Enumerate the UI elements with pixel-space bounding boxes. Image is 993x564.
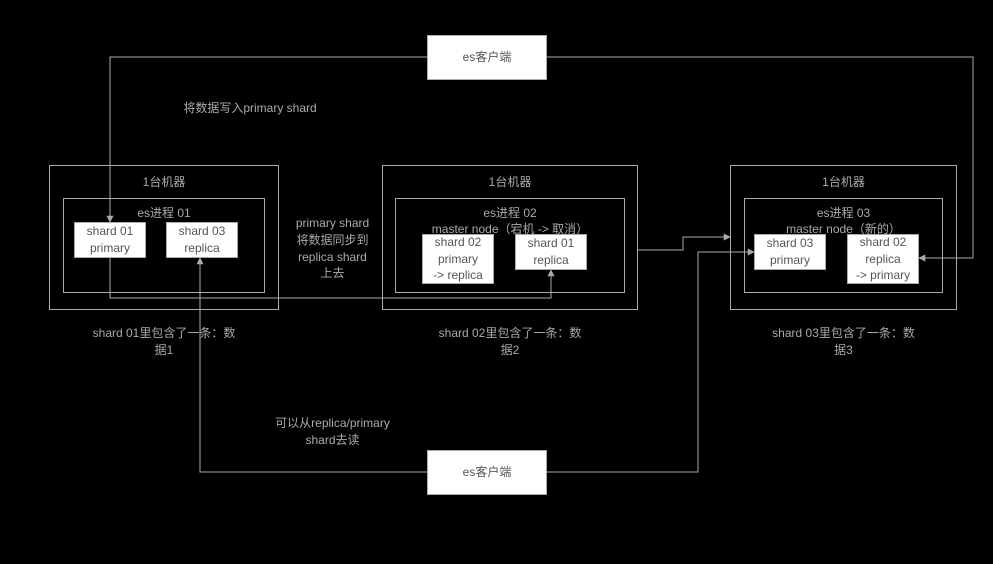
machine-3-title: 1台机器: [731, 174, 956, 191]
machine-1-caption: shard 01里包含了一条：数 据1: [49, 325, 279, 359]
m3-shard-b-l2: replica: [865, 251, 900, 268]
process-3-title: es进程 03 master node（新的）: [745, 205, 942, 237]
m2-shard-b-l2: replica: [533, 252, 568, 269]
process-2-title: es进程 02 master node（宕机 -> 取消）: [396, 205, 624, 237]
m3-shard-b-l1: shard 02: [860, 234, 907, 251]
m1-shard-b-l2: replica: [184, 240, 219, 257]
m2-shard-b-l1: shard 01: [528, 235, 575, 252]
m1-shard-a-l1: shard 01: [87, 223, 134, 240]
client-top-label: es客户端: [463, 49, 512, 66]
m2-shard-a-l1: shard 02: [435, 234, 482, 251]
edge-write-label: 将数据写入primary shard: [140, 100, 360, 117]
client-top-box: es客户端: [427, 35, 547, 80]
edge-m2-to-m3: [638, 237, 730, 250]
m2-shard-a-l2: primary: [438, 251, 478, 268]
machine-3-caption: shard 03里包含了一条：数 据3: [730, 325, 957, 359]
machine-2-title: 1台机器: [383, 174, 637, 191]
process-1-title: es进程 01: [64, 205, 264, 221]
m3-shard-a: shard 03 primary: [754, 234, 826, 270]
machine-1-title: 1台机器: [50, 174, 278, 191]
edge-sync-label: primary shard 将数据同步到 replica shard 上去: [285, 215, 380, 282]
client-bottom-label: es客户端: [463, 464, 512, 481]
m3-shard-b: shard 02 replica -> primary: [847, 234, 919, 284]
m3-shard-a-l1: shard 03: [767, 235, 814, 252]
client-bottom-box: es客户端: [427, 450, 547, 495]
m1-shard-b: shard 03 replica: [166, 222, 238, 258]
m1-shard-a: shard 01 primary: [74, 222, 146, 258]
machine-2-caption: shard 02里包含了一条：数 据2: [395, 325, 625, 359]
m2-shard-a: shard 02 primary -> replica: [422, 234, 494, 284]
m1-shard-a-l2: primary: [90, 240, 130, 257]
m2-shard-b: shard 01 replica: [515, 234, 587, 270]
m2-shard-a-l3: -> replica: [433, 267, 483, 284]
m3-shard-a-l2: primary: [770, 252, 810, 269]
edge-read-label: 可以从replica/primary shard去读: [245, 415, 420, 449]
m3-shard-b-l3: -> primary: [856, 267, 910, 284]
m1-shard-b-l1: shard 03: [179, 223, 226, 240]
